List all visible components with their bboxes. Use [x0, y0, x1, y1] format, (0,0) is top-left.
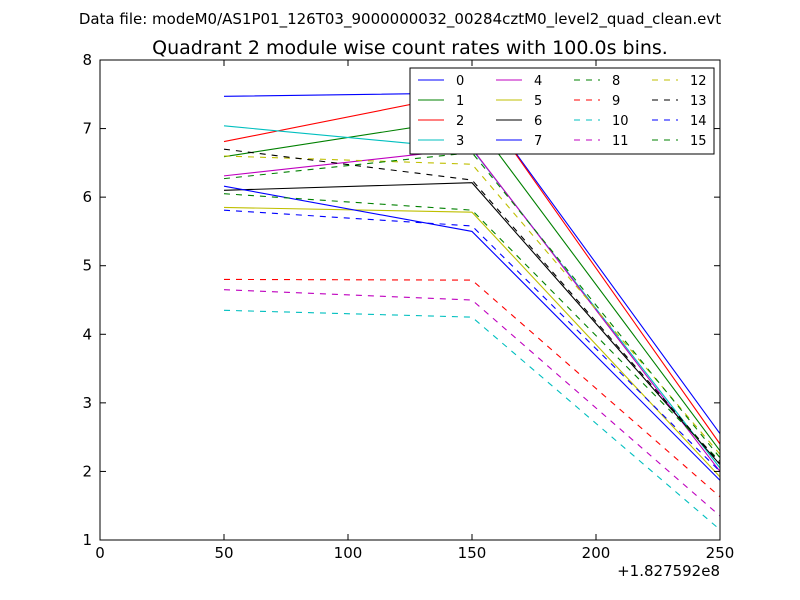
legend-label-3: 3	[456, 134, 464, 149]
y-tick-label: 1	[82, 531, 92, 549]
y-tick-label: 2	[82, 462, 92, 480]
legend-label-9: 9	[612, 94, 620, 109]
chart-title: Quadrant 2 module wise count rates with …	[152, 37, 668, 59]
y-tick-label: 8	[82, 51, 92, 69]
y-tick-label: 5	[82, 257, 92, 275]
legend-label-6: 6	[534, 114, 542, 129]
x-tick-label: 150	[458, 544, 487, 562]
series-line-5	[223, 206, 721, 478]
series-line-6	[223, 182, 721, 465]
y-tick-label: 3	[82, 394, 92, 412]
legend-label-10: 10	[612, 114, 629, 129]
series-line-14	[223, 209, 721, 472]
legend-label-2: 2	[456, 114, 464, 129]
legend-label-8: 8	[612, 74, 620, 89]
x-tick-label: 100	[334, 544, 363, 562]
legend-label-7: 7	[534, 134, 542, 149]
legend-label-15: 15	[690, 134, 707, 149]
x-tick-label: 200	[582, 544, 611, 562]
legend-frame	[409, 67, 715, 155]
x-tick-label: 250	[706, 544, 735, 562]
legend-label-13: 13	[690, 94, 707, 109]
legend-label-11: 11	[612, 134, 629, 149]
legend-label-5: 5	[534, 94, 542, 109]
series-line-8	[223, 193, 721, 462]
series-line-7	[223, 185, 721, 481]
legend-label-12: 12	[690, 74, 707, 89]
x-offset-label: +1.827592e8	[617, 562, 720, 580]
y-tick-label: 7	[82, 120, 92, 138]
y-tick-label: 4	[82, 325, 92, 343]
x-tick-label: 50	[214, 544, 233, 562]
x-tick-label: 0	[95, 544, 105, 562]
figure-suptitle: Data file: modeM0/AS1P01_126T03_90000000…	[79, 10, 721, 29]
axes-frame	[99, 59, 721, 541]
legend-label-1: 1	[456, 94, 464, 109]
legend-label-4: 4	[534, 74, 542, 89]
legend-label-0: 0	[456, 74, 464, 89]
legend-label-14: 14	[690, 114, 707, 129]
y-tick-label: 6	[82, 188, 92, 206]
